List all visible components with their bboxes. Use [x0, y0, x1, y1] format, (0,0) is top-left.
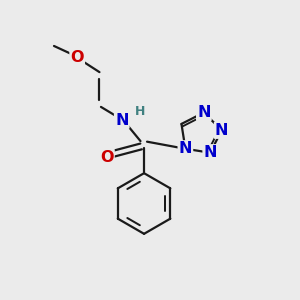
- Text: O: O: [100, 150, 114, 165]
- Text: N: N: [197, 105, 211, 120]
- Text: O: O: [70, 50, 84, 65]
- Text: N: N: [178, 141, 192, 156]
- Text: H: H: [134, 105, 145, 118]
- Text: N: N: [203, 145, 217, 160]
- Text: N: N: [215, 123, 228, 138]
- Text: N: N: [115, 113, 128, 128]
